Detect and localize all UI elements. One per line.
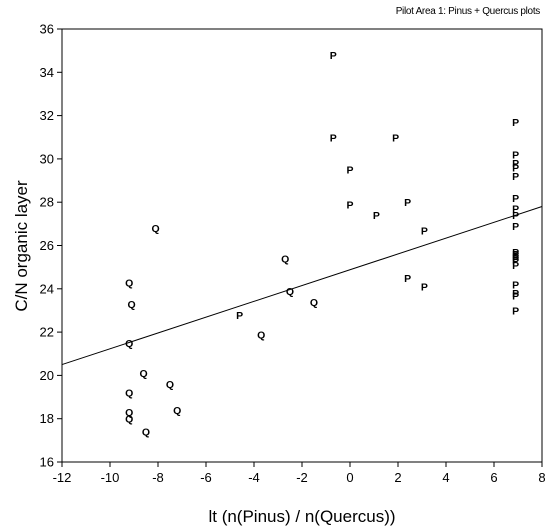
y-tick-label: 22: [40, 325, 54, 340]
data-point-q: Q: [125, 388, 133, 400]
data-point-p: P: [512, 279, 519, 291]
data-point-p: P: [330, 132, 337, 144]
data-point-p: P: [404, 273, 411, 285]
data-point-p: P: [373, 210, 380, 222]
data-point-q: Q: [257, 329, 265, 341]
data-point-q: Q: [281, 253, 289, 265]
data-point-p: P: [512, 288, 519, 300]
data-point-p: P: [421, 225, 428, 237]
chart-annotation: Pilot Area 1: Pinus + Quercus plots: [396, 6, 541, 17]
data-point-p: P: [236, 310, 243, 322]
data-point-p: P: [512, 221, 519, 233]
x-tick-label: 0: [346, 470, 353, 485]
data-point-q: Q: [125, 414, 133, 426]
y-axis-title: C/N organic layer: [12, 180, 31, 312]
data-point-p: P: [404, 197, 411, 209]
x-axis-ticks: -12 -10 -8 -6 -4 -2 0 2 4 6 8: [53, 462, 546, 485]
data-point-p: P: [512, 210, 519, 222]
data-point-p: P: [512, 256, 519, 268]
y-tick-label: 24: [40, 281, 54, 296]
data-point-p: P: [392, 132, 399, 144]
x-tick-label: 6: [490, 470, 497, 485]
x-tick-label: -12: [53, 470, 72, 485]
y-tick-label: 16: [40, 455, 54, 470]
x-tick-label: -4: [248, 470, 260, 485]
x-tick-label: -6: [200, 470, 212, 485]
data-point-p: P: [512, 249, 519, 261]
data-point-p: P: [512, 193, 519, 205]
x-axis-title: lt (n(Pinus) / n(Quercus)): [208, 507, 395, 526]
data-point-p: P: [512, 290, 519, 302]
data-point-q: Q: [140, 368, 148, 380]
data-point-p: P: [512, 150, 519, 162]
data-point-q: Q: [173, 405, 181, 417]
data-point-p: P: [512, 253, 519, 265]
data-point-q: Q: [125, 277, 133, 289]
data-point-p: P: [512, 158, 519, 170]
data-point-p: P: [512, 163, 519, 175]
x-tick-label: -2: [296, 470, 308, 485]
plot-frame: [61, 28, 543, 463]
y-tick-label: 32: [40, 108, 54, 123]
data-point-p: P: [512, 171, 519, 183]
x-tick-label: -10: [101, 470, 120, 485]
data-point-p: P: [346, 165, 353, 177]
data-point-p: P: [512, 251, 519, 263]
data-point-p: P: [512, 117, 519, 129]
data-point-p: P: [512, 204, 519, 216]
data-point-q: Q: [152, 223, 160, 235]
y-tick-label: 34: [40, 65, 54, 80]
y-tick-label: 36: [40, 22, 54, 37]
data-point-q: Q: [128, 299, 136, 311]
data-point-q: Q: [125, 407, 133, 419]
data-point-p: P: [512, 305, 519, 317]
x-tick-label: 2: [394, 470, 401, 485]
data-point-q: Q: [166, 379, 174, 391]
y-tick-label: 30: [40, 151, 54, 166]
x-tick-label: 4: [442, 470, 449, 485]
y-tick-label: 28: [40, 195, 54, 210]
data-point-p: P: [512, 247, 519, 259]
regression-line: [61, 206, 543, 366]
data-point-p: P: [346, 199, 353, 211]
data-point-q: Q: [125, 338, 133, 350]
data-point-p: P: [421, 282, 428, 294]
x-tick-label: 8: [538, 470, 545, 485]
data-point-p: P: [330, 50, 337, 62]
x-tick-label: -8: [152, 470, 164, 485]
y-tick-label: 20: [40, 368, 54, 383]
data-point-q: Q: [286, 286, 294, 298]
y-tick-label: 18: [40, 411, 54, 426]
y-tick-label: 26: [40, 238, 54, 253]
data-point-q: Q: [310, 297, 318, 309]
data-point-q: Q: [142, 427, 150, 439]
data-point-p: P: [512, 260, 519, 272]
y-axis-ticks: 16 18 20 22 24 26 28 30 32 34 36: [40, 22, 62, 470]
